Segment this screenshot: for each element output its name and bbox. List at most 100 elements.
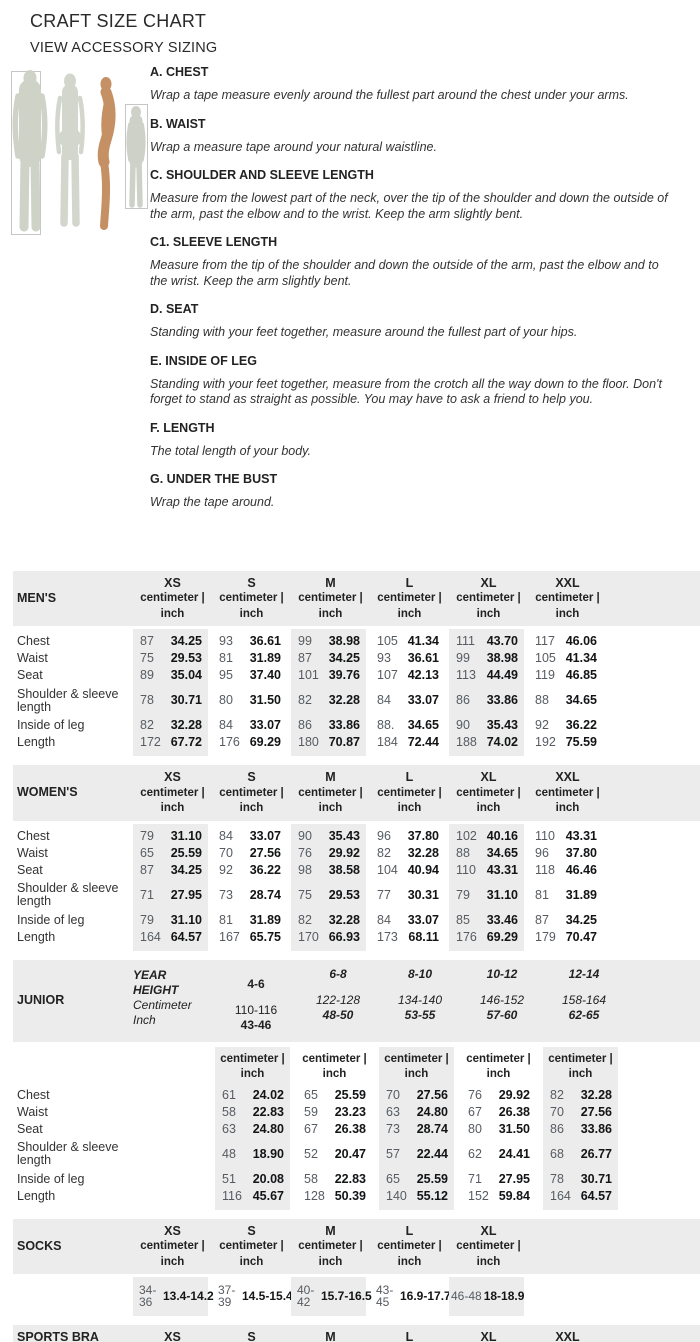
cm-value: 84 — [377, 912, 391, 927]
cm-value: 102 — [456, 828, 477, 843]
inch-value: 75.59 — [565, 735, 597, 749]
table-label: MEN'S — [17, 590, 57, 605]
instruction-section: A. CHEST Wrap a tape measure evenly aroun… — [150, 66, 672, 104]
unit-column-header: centimeter | inch — [379, 1051, 454, 1083]
size-label: S — [247, 575, 256, 590]
cm-value: 76 — [468, 1087, 482, 1102]
cm-value: 96 — [377, 828, 391, 843]
height-inch-range: 48-50 — [322, 1007, 354, 1022]
cm-value: 93 — [219, 634, 233, 648]
cm-value: 96 — [535, 845, 549, 860]
value-pair: 84 33.07 — [212, 717, 287, 734]
cm-value: 48 — [222, 1146, 236, 1161]
cm-value: 118 — [535, 862, 555, 877]
cm-value: 43-45 — [376, 1283, 394, 1309]
descriptor-line: YEAR — [133, 967, 167, 982]
cm-value: 84 — [219, 828, 233, 843]
table-body: Chest Waist Seat Shoulder & sleeve length In… — [13, 823, 700, 951]
cm-value: 84 — [219, 718, 233, 732]
value-pair: 179 70.47 — [528, 929, 603, 946]
instruction-section: C1. SLEEVE LENGTH Measure from the tip of… — [150, 236, 672, 289]
unit-label-cm: centimeter | — [466, 1052, 531, 1065]
value-pair: 76 29.92 — [461, 1087, 536, 1104]
value-pair: 70 27.56 — [379, 1087, 454, 1104]
inch-value: 59.84 — [498, 1188, 530, 1203]
value-pair: 79 31.10 — [133, 828, 208, 845]
unit-label-cm: centimeter | — [535, 786, 600, 799]
unit-label-inch: inch — [476, 1255, 501, 1268]
value-pair: 78 30.71 — [543, 1171, 618, 1188]
value-pair: 77 30.31 — [370, 879, 445, 912]
unit-label-cm: centimeter | — [456, 592, 521, 604]
cm-value: 68 — [550, 1146, 564, 1161]
value-pair: 88 34.65 — [449, 845, 524, 862]
table-body: 34-36 13.4-14.2 37-39 14.5-15.4 40-42 15.7-16… — [13, 1277, 700, 1316]
cm-value: 84 — [377, 693, 391, 707]
size-value-column: 105 41.34 93 36.61 107 42.13 84 33.07 88. 34.65 18… — [370, 629, 445, 756]
inch-value: 32.28 — [407, 845, 439, 860]
inch-value: 46.85 — [565, 668, 597, 682]
value-pair: 105 41.34 — [370, 633, 445, 650]
unit-label-cm: centimeter | — [535, 592, 600, 604]
value-pair: 81 31.89 — [212, 650, 287, 667]
inch-value: 29.53 — [328, 887, 360, 902]
size-column-header: XL — [449, 1330, 528, 1342]
cm-value: 76 — [298, 845, 312, 860]
inch-value: 35.43 — [486, 718, 518, 732]
size-value-column: 34-36 13.4-14.2 — [133, 1277, 214, 1316]
instruction-heading: G. UNDER THE BUST — [150, 472, 278, 486]
value-pair: 164 64.57 — [133, 929, 208, 946]
value-pair: 68 26.77 — [543, 1138, 618, 1171]
value-pair: 107 42.13 — [370, 667, 445, 684]
size-value-column: 37-39 14.5-15.4 — [212, 1277, 293, 1316]
inch-value: 74.02 — [486, 735, 518, 749]
inch-value: 29.92 — [498, 1087, 530, 1102]
value-pair: 81 31.89 — [212, 912, 287, 929]
cm-value: 188 — [456, 735, 477, 749]
instruction-section: F. LENGTH The total length of your body. — [150, 421, 672, 460]
cm-value: 82 — [377, 845, 391, 860]
row-label: Shoulder & sleeve length — [17, 1140, 119, 1167]
inch-value: 34.65 — [486, 845, 518, 860]
value-pair: 63 24.80 — [379, 1104, 454, 1121]
inch-value: 43.31 — [486, 862, 518, 877]
inch-value: 64.57 — [580, 1188, 612, 1203]
inch-value: 24.02 — [252, 1087, 284, 1102]
value-pair: 152 59.84 — [461, 1188, 536, 1205]
inch-value: 38.58 — [328, 862, 360, 877]
inch-value: 46.46 — [565, 862, 597, 877]
unit-column-header: centimeter | inch — [543, 1051, 618, 1083]
value-pair: 79 31.10 — [133, 912, 208, 929]
table-label: SOCKS — [17, 1238, 62, 1253]
unit-label-cm: centimeter | — [219, 786, 284, 799]
inch-value: 34.25 — [328, 651, 360, 665]
value-pair: 61 24.02 — [215, 1087, 290, 1104]
size-value-column: 43-45 16.9-17.7 — [370, 1277, 451, 1316]
unit-label-cm: centimeter | — [456, 786, 521, 799]
inch-value: 24.80 — [416, 1104, 448, 1119]
value-pair: 117 46.06 — [528, 633, 603, 650]
cm-value: 80 — [219, 693, 233, 707]
size-label: L — [405, 770, 414, 784]
year-column-header: 10-12 146-152 57-60 — [461, 967, 543, 1035]
cm-value: 128 — [304, 1188, 325, 1203]
cm-value: 77 — [377, 887, 391, 902]
cm-value: 63 — [386, 1104, 400, 1119]
value-pair: 82 32.28 — [370, 845, 445, 862]
inch-value: 20.08 — [252, 1171, 284, 1186]
value-pair: 79 31.10 — [449, 879, 524, 912]
value-pair: 128 50.39 — [297, 1188, 372, 1205]
cm-value: 78 — [550, 1171, 564, 1186]
unit-label-cm: centimeter | — [456, 1240, 521, 1252]
cm-value: 119 — [535, 668, 555, 682]
value-pair: 93 36.61 — [212, 633, 287, 650]
row-label: Length — [17, 929, 56, 944]
descriptor-line: Inch — [133, 1012, 156, 1027]
view-accessory-sizing-link[interactable]: VIEW ACCESSORY SIZING — [30, 40, 218, 56]
inch-value: 32.28 — [170, 718, 202, 732]
cm-value: 79 — [456, 887, 470, 902]
inch-value: 41.34 — [407, 634, 439, 648]
row-label: Waist — [17, 845, 48, 860]
inch-value: 40.94 — [407, 862, 439, 877]
